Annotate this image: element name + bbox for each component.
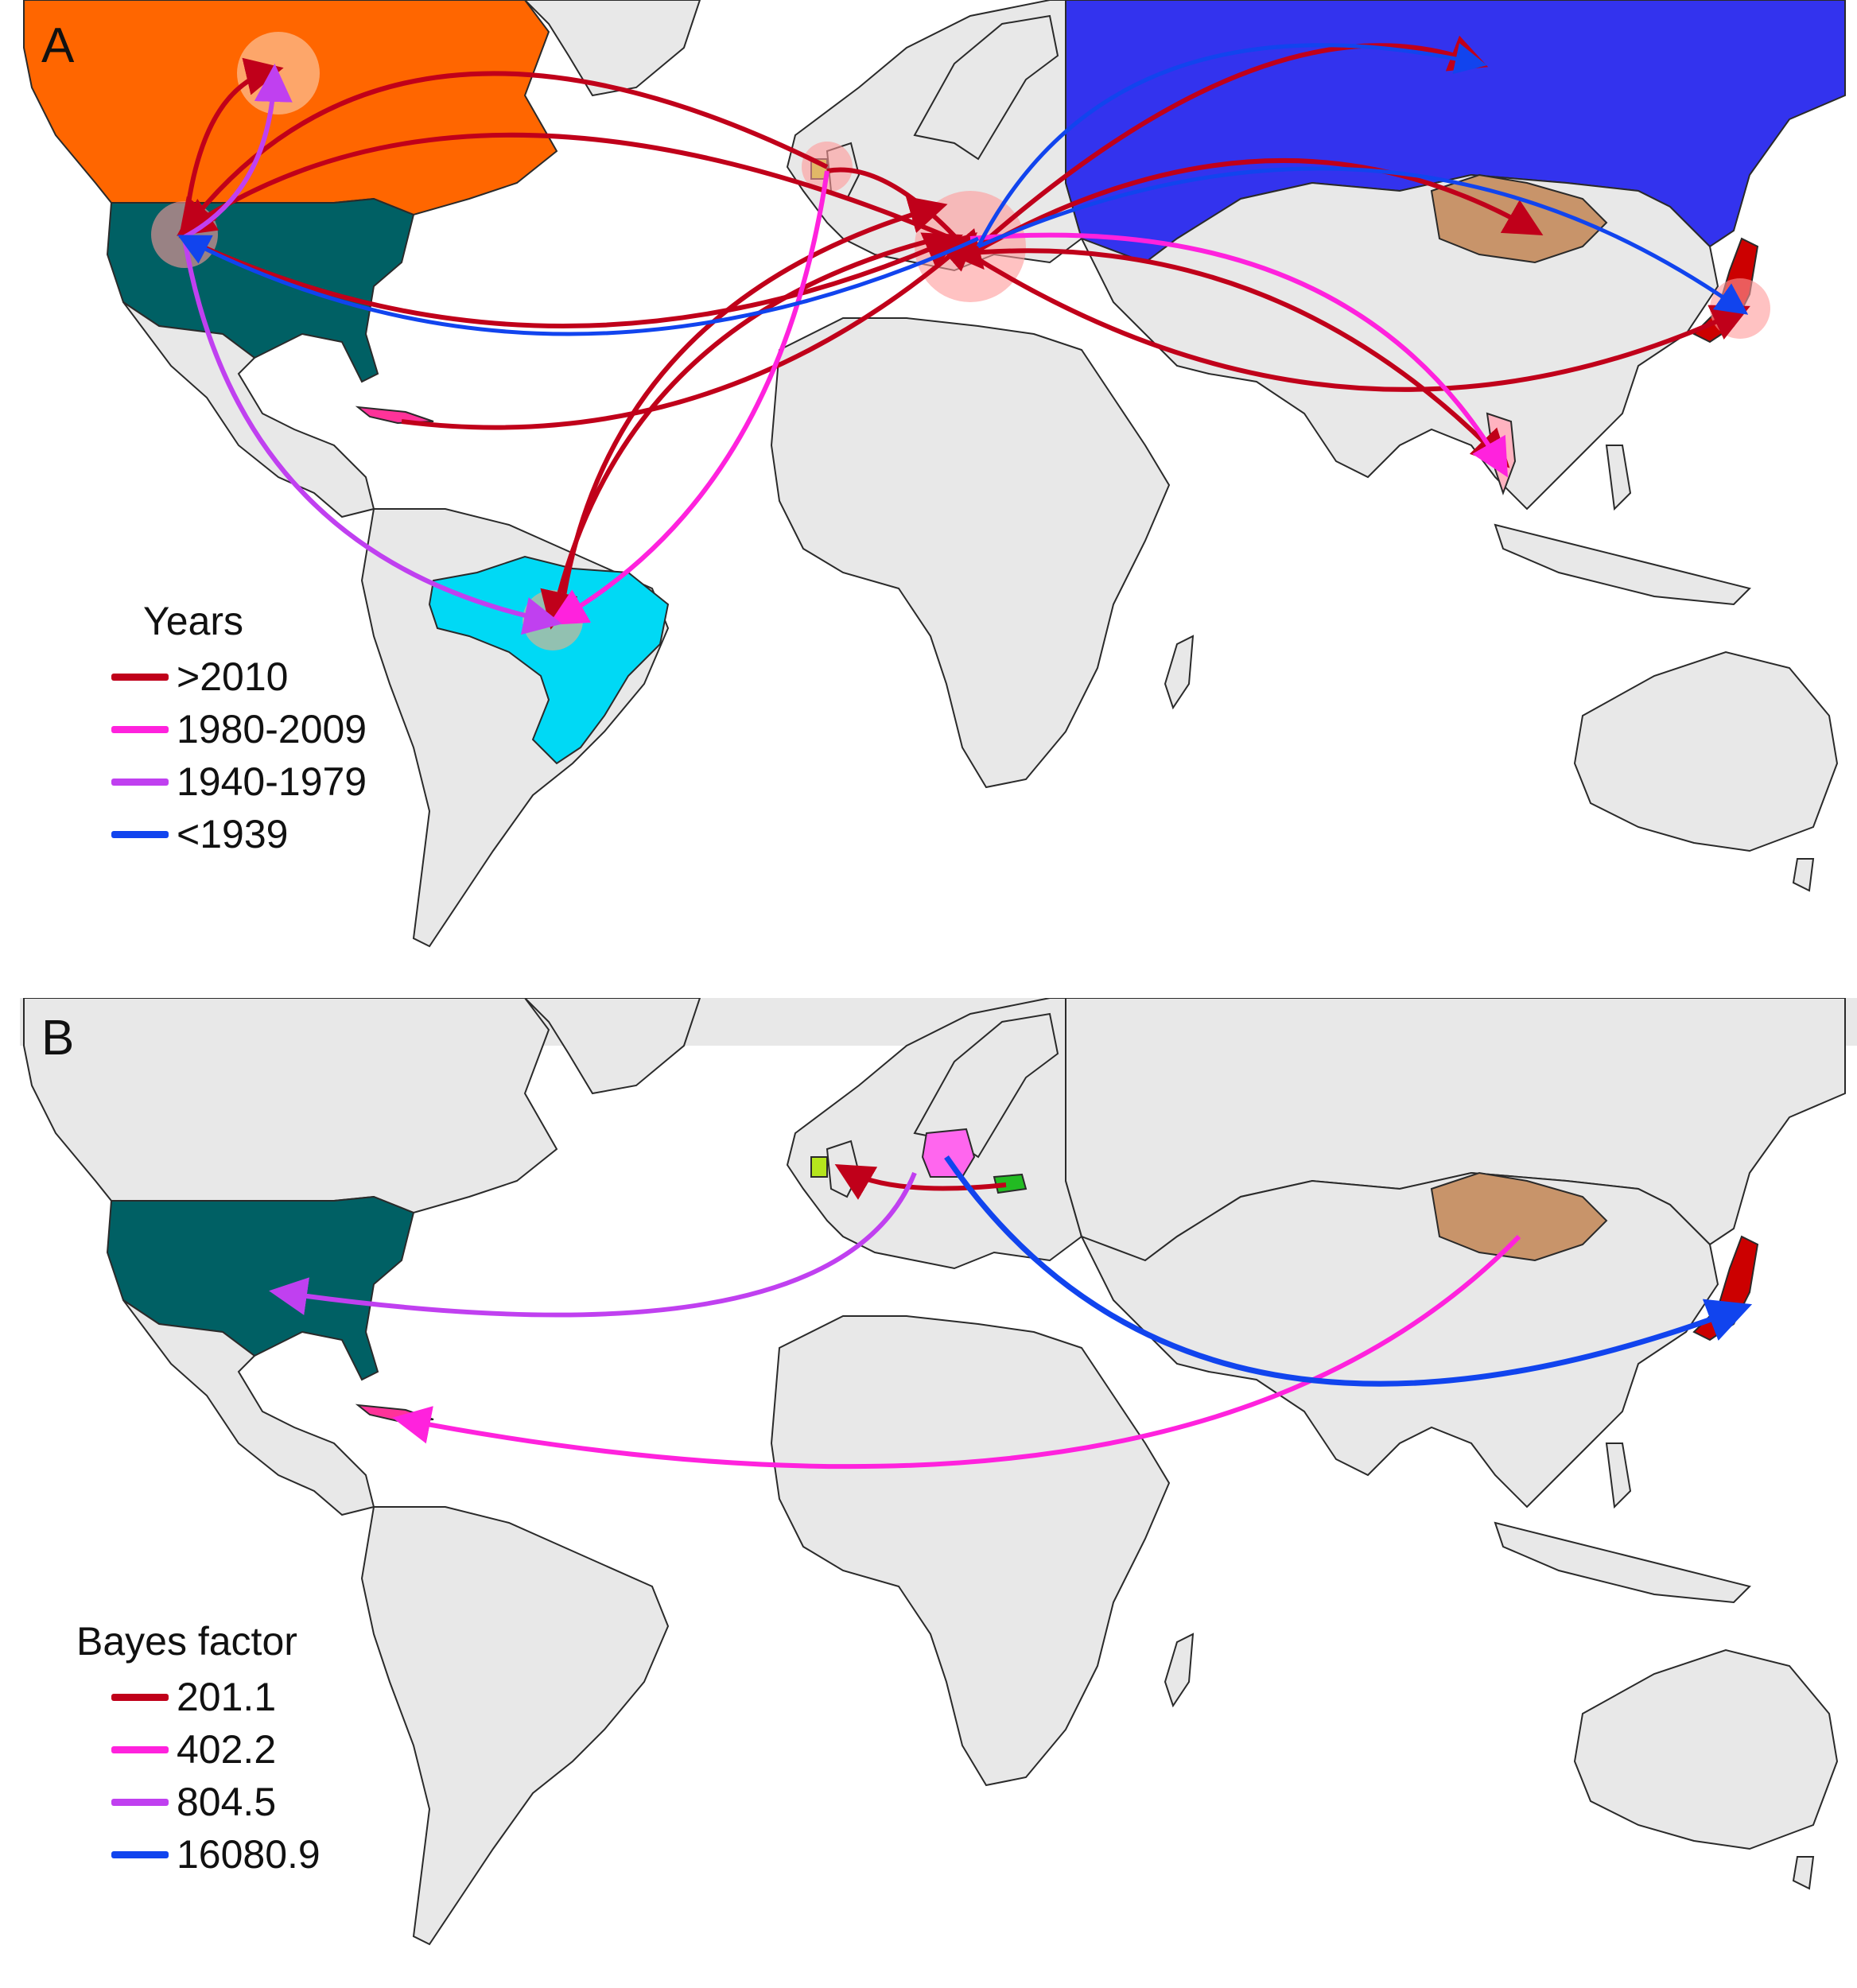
ireland-shape — [810, 1156, 828, 1178]
australia-shape — [1573, 1648, 1839, 1850]
arrow-europe-to-usa — [177, 132, 972, 249]
south-america-shape — [360, 1506, 670, 1946]
legend-swatch-gt2010 — [111, 673, 169, 681]
legend-row: >2010 — [111, 650, 367, 703]
canada-shape — [23, 998, 558, 1214]
legend-swatch-1940-1979 — [111, 778, 169, 786]
brazil-shape — [428, 555, 670, 765]
world-map-a — [23, 0, 1846, 948]
philippines-shape — [1605, 445, 1632, 511]
asia-shape — [1079, 1171, 1719, 1508]
legend-label: <1939 — [177, 812, 289, 856]
new-zealand-shape — [1792, 858, 1815, 892]
indonesia-shape — [1494, 523, 1751, 606]
years-legend: Years >2010 1980-2009 1940-1979 <1939 — [111, 598, 367, 860]
legend-row: 16080.9 — [111, 1828, 321, 1881]
cuba-shape — [355, 1404, 434, 1423]
arrows-1940-1979 — [182, 64, 562, 635]
arrow-europe-to-thailand — [954, 248, 1510, 468]
mongolia-shape — [1430, 1171, 1608, 1262]
arrow-usa-to-brazil — [182, 238, 562, 635]
arrow-europe-to-russia — [969, 35, 1489, 257]
legend-label: >2010 — [177, 654, 289, 699]
arrow-europe-to-thailand-pink — [969, 232, 1508, 478]
legend-label: 804.5 — [177, 1780, 277, 1824]
panel-b-bayes-map: B Bayes factor 201.1 402.2 804.5 16080.9 — [0, 998, 1857, 1988]
arrow-belgium-to-usa — [269, 1171, 917, 1318]
arrow-europe-to-japan-blue — [977, 166, 1749, 315]
arrow-brazil-to-europe — [558, 196, 948, 617]
cuba-shape — [355, 406, 434, 425]
legend-label: 402.2 — [177, 1727, 277, 1772]
australia-shape — [1573, 650, 1839, 852]
legend-swatch-804-5 — [111, 1798, 169, 1806]
panel-b-letter: B — [41, 1011, 75, 1066]
legend-label: 1980-2009 — [177, 707, 367, 751]
legend-label: 16080.9 — [177, 1832, 321, 1877]
canada-highlight — [237, 32, 320, 115]
germany-shape — [921, 1128, 976, 1178]
arrows-lt1939 — [177, 43, 1749, 336]
arrow-germany-to-japan — [944, 1155, 1753, 1387]
legend-swatch-201-1 — [111, 1693, 169, 1701]
legend-row: <1939 — [111, 808, 367, 860]
arrow-ireland-to-central-europe — [826, 167, 985, 270]
madagascar-shape — [1164, 635, 1195, 710]
scandinavia-shape — [913, 14, 1059, 161]
usa-shape — [106, 1195, 415, 1381]
arrow-usa-to-europe — [183, 232, 963, 328]
legend-swatch-1980-2009 — [111, 725, 169, 733]
greenland-shape — [523, 998, 701, 1095]
new-zealand-shape — [1792, 1856, 1815, 1890]
legend-title: Years — [143, 599, 244, 643]
legend-title: Bayes factor — [76, 1619, 297, 1664]
indonesia-shape — [1494, 1521, 1751, 1604]
mexico-shape — [122, 1299, 375, 1516]
madagascar-shape — [1164, 1633, 1195, 1708]
mexico-shape — [122, 301, 375, 518]
arrow-cuba-to-europe — [401, 232, 978, 430]
arrow-usa-to-canada-purple — [183, 64, 293, 239]
legend-label: 1940-1979 — [177, 759, 367, 804]
africa-shape — [770, 317, 1171, 789]
arrows-1980-2009 — [548, 170, 1508, 625]
bayes-factor-legend: Bayes factor 201.1 402.2 804.5 16080.9 — [76, 1618, 321, 1881]
arrows-bayes — [269, 1155, 1753, 1470]
arrow-europe-to-japan — [969, 252, 1750, 392]
africa-shape — [770, 1315, 1171, 1787]
legend-row: 1940-1979 — [111, 755, 367, 808]
arrow-mongolia-to-cuba — [392, 1234, 1521, 1470]
legend-swatch-lt1939 — [111, 830, 169, 838]
legend-label: 201.1 — [177, 1675, 277, 1719]
legend-row: 402.2 — [111, 1723, 321, 1776]
arrows-gt2010 — [177, 35, 1750, 630]
world-map-b — [20, 998, 1857, 1946]
legend-row: 1980-2009 — [111, 703, 367, 755]
land-layer — [23, 998, 1846, 1946]
legend-swatch-402-2 — [111, 1745, 169, 1753]
arrow-europe-to-usa-north — [178, 71, 829, 239]
legend-swatch-16080-9 — [111, 1850, 169, 1858]
arrow-europe-to-mongolia — [969, 157, 1544, 257]
arrow-europe-to-russia-blue — [976, 43, 1487, 248]
legend-row: 804.5 — [111, 1776, 321, 1828]
arrow-europe-to-usa-blue — [177, 235, 980, 336]
arrow-ireland-to-brazil — [548, 170, 829, 625]
greenland-shape — [523, 0, 701, 97]
legend-row: 201.1 — [111, 1671, 321, 1723]
philippines-shape — [1605, 1442, 1632, 1509]
panel-a-years-map: A Years >2010 1980-2009 1940-1979 <1939 — [0, 0, 1857, 986]
panel-a-letter: A — [41, 18, 75, 73]
